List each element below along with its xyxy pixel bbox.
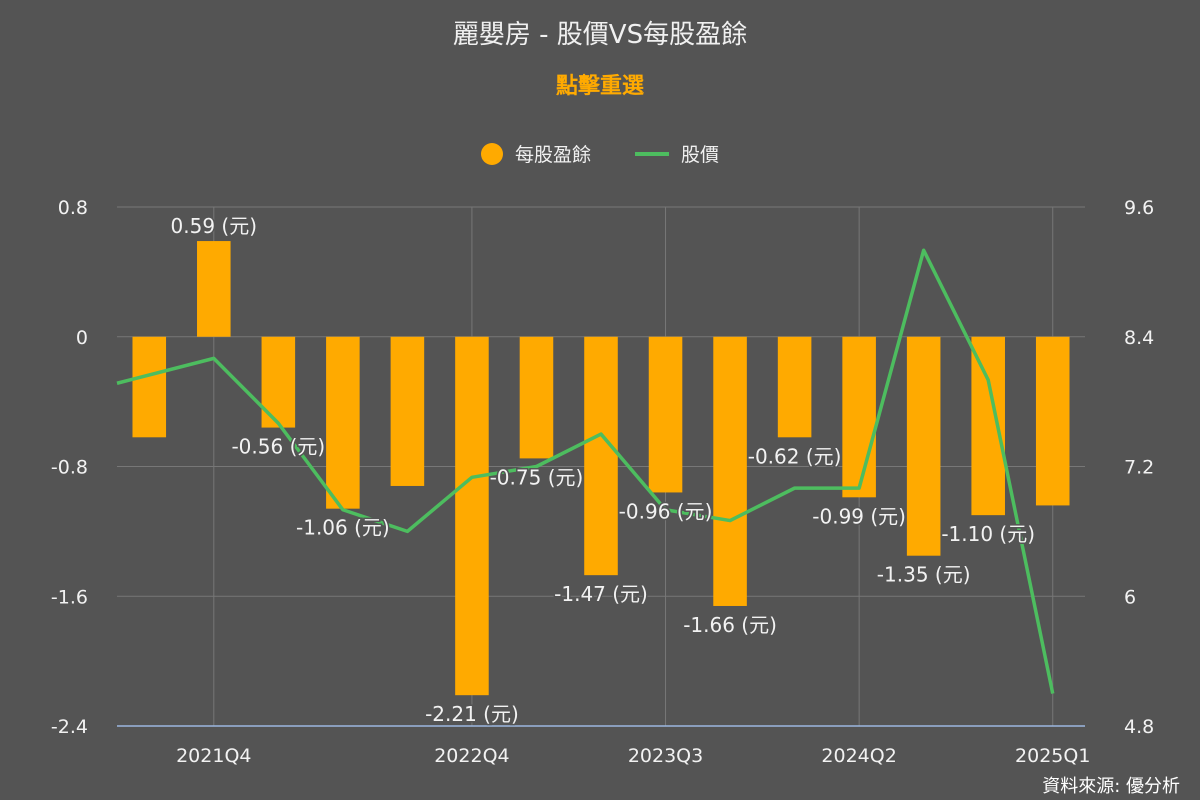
eps-data-label: -0.75 (元) (490, 465, 584, 489)
x-tick-label: 2025Q1 (1015, 745, 1090, 767)
eps-bar (261, 336, 296, 428)
eps-bar (648, 336, 683, 493)
legend-label-eps: 每股盈餘 (514, 144, 591, 166)
y-right-tick-label: 9.6 (1124, 197, 1154, 219)
eps-data-label: -1.06 (元) (296, 516, 390, 540)
eps-bar (519, 336, 554, 459)
eps-data-label: -1.10 (元) (941, 522, 1035, 546)
eps-data-label: -1.66 (元) (683, 613, 777, 637)
legend-item-eps[interactable]: 每股盈餘 (480, 140, 591, 167)
eps-bar (455, 336, 489, 696)
eps-bar (132, 336, 167, 438)
eps-bar (326, 336, 360, 509)
eps-data-label: -0.96 (元) (619, 499, 713, 523)
eps-data-label: 0.59 (元) (171, 214, 258, 238)
eps-data-label: -2.21 (元) (425, 702, 519, 726)
eps-bar (1035, 336, 1070, 506)
eps-bar (777, 336, 812, 438)
y-left-tick-label: -1.6 (51, 586, 88, 608)
eps-legend-marker (480, 142, 503, 165)
eps-bar (390, 336, 425, 486)
y-left-tick-label: 0 (76, 327, 88, 349)
eps-data-label: -0.62 (元) (748, 444, 842, 468)
legend-label-price: 股價 (681, 144, 720, 166)
eps-data-label: -0.56 (元) (231, 435, 325, 459)
chart-title: 麗嬰房 - 股價VS每股盈餘 (452, 20, 748, 50)
eps-data-label: -1.47 (元) (554, 582, 648, 606)
data-source-note: 資料來源: 優分析 (1042, 776, 1180, 797)
eps-data-label: -0.99 (元) (812, 504, 906, 528)
y-right-tick-label: 8.4 (1124, 327, 1154, 349)
eps-bar (842, 336, 876, 498)
legend-item-price[interactable]: 股價 (635, 140, 719, 167)
y-left-tick-label: -0.8 (51, 457, 88, 479)
y-left-tick-label: 0.8 (58, 197, 88, 219)
x-tick-label: 2021Q4 (176, 745, 251, 767)
legend: 每股盈餘 股價 (0, 140, 1200, 167)
y-right-tick-label: 7.2 (1124, 457, 1154, 479)
y-right-tick-label: 6 (1124, 586, 1136, 608)
eps-bar (971, 336, 1005, 516)
eps-bar (713, 336, 747, 606)
x-tick-label: 2022Q4 (434, 745, 509, 767)
y-right-tick-label: 4.8 (1124, 716, 1154, 738)
reselect-link[interactable]: 點擊重選 (555, 74, 644, 99)
x-tick-label: 2024Q2 (821, 745, 896, 767)
eps-data-label: -1.35 (元) (877, 563, 971, 587)
eps-bar (197, 241, 231, 337)
y-left-tick-label: -2.4 (51, 716, 88, 738)
price-legend-marker (635, 151, 669, 156)
eps-bar (906, 336, 941, 556)
eps-bar (584, 336, 618, 576)
price-line (116, 248, 1055, 694)
x-tick-label: 2023Q3 (628, 745, 703, 767)
